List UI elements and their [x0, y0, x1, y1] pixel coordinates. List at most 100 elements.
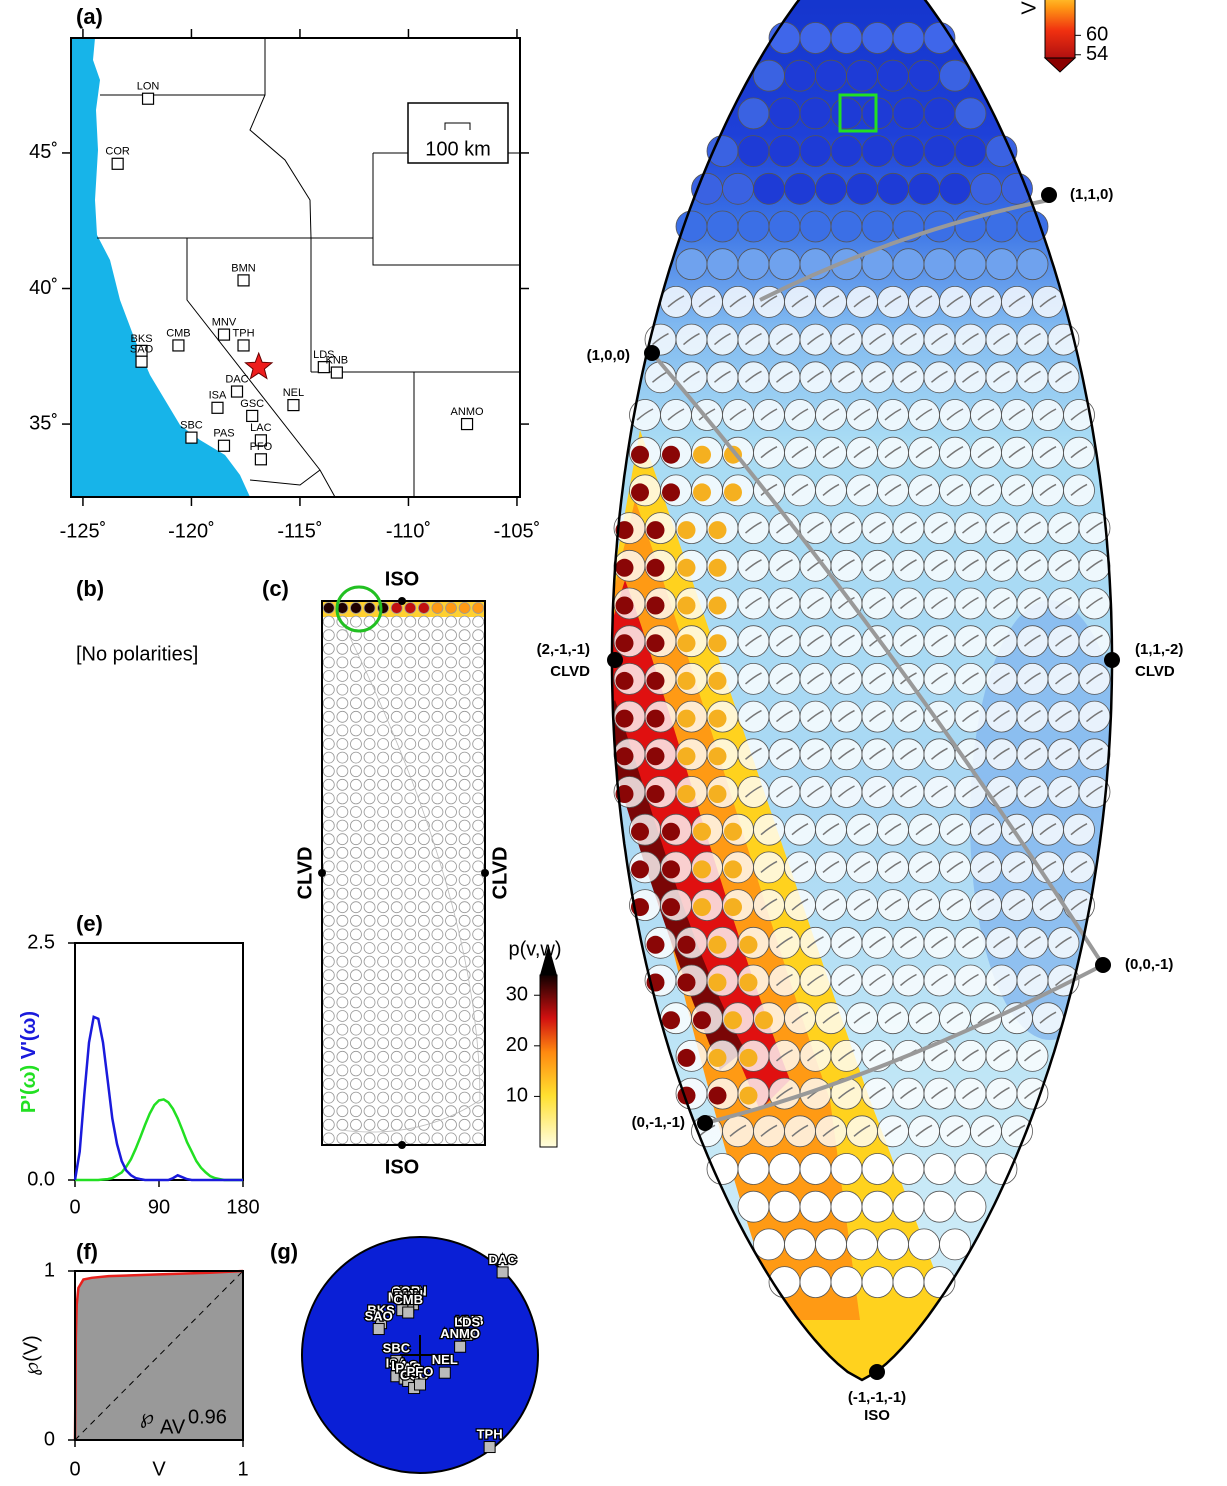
grid-circle: [363, 969, 376, 982]
beachball: [722, 399, 754, 431]
beachball-lobe: [662, 860, 680, 879]
grid-circle: [472, 602, 485, 614]
reference-point: [398, 597, 406, 605]
beachball: [1032, 474, 1064, 507]
beachball-lobe: [946, 483, 964, 496]
beachball: [877, 285, 909, 318]
beachball: [985, 210, 1018, 243]
grid-circle: [363, 656, 376, 669]
panel-label: (g): [270, 1239, 298, 1264]
beachball: [768, 549, 801, 582]
y-tick-label: 45˚: [29, 141, 58, 163]
beachball-lobe: [822, 446, 840, 459]
beachball-lobe: [693, 860, 711, 879]
beachball-lobe: [807, 672, 824, 685]
beachball-lobe: [993, 747, 1010, 760]
grid-circle: [322, 602, 335, 614]
beachball: [954, 625, 987, 658]
grid-circle: [322, 955, 335, 968]
beachball-lobe: [729, 1124, 747, 1137]
grid-circle: [458, 955, 471, 968]
beachball-lobe: [1070, 823, 1088, 836]
border: [249, 469, 321, 486]
beachball: [923, 587, 956, 620]
grid-circle: [350, 874, 362, 886]
beachball: [970, 172, 1002, 205]
beachball-lobe: [615, 709, 634, 728]
grid-circle: [350, 697, 362, 710]
beachball-lobe: [993, 596, 1010, 610]
station-label: COR: [391, 1284, 421, 1299]
beachball-lobe: [807, 785, 824, 798]
grid-circle: [417, 874, 430, 886]
grid-circle: [350, 928, 362, 941]
beachball-lobe: [822, 860, 840, 873]
beachball-lobe: [962, 370, 979, 383]
beachball: [830, 1040, 863, 1072]
grid-circle: [336, 751, 349, 764]
beachball-lobe: [946, 1124, 964, 1137]
beachball: [861, 1190, 894, 1223]
scale-box: [407, 102, 509, 164]
grid-circle: [377, 982, 390, 995]
beachball-lobe: [1055, 559, 1072, 572]
grid-circle: [445, 819, 457, 832]
beachball-lobe: [838, 1049, 855, 1062]
beachball: [985, 663, 1018, 695]
lune-point: [869, 1364, 885, 1380]
beachball-lobe: [931, 936, 948, 949]
panel-label: (f): [76, 1239, 98, 1264]
beachball-lobe: [760, 898, 778, 911]
grid-circle: [417, 602, 430, 614]
grid-circle: [390, 1023, 403, 1036]
beachball: [737, 700, 770, 733]
beachball-lobe: [615, 596, 634, 615]
grid-circle: [404, 670, 417, 682]
beachball: [1078, 549, 1111, 582]
grid-circle: [390, 656, 403, 669]
beachball: [939, 1228, 971, 1261]
beachball-lobe: [708, 634, 727, 653]
grid-circle: [350, 738, 362, 750]
grid-circle: [350, 602, 362, 614]
beachball: [861, 663, 894, 695]
grid-circle: [431, 914, 444, 927]
beachball: [877, 172, 909, 205]
grid-circle: [472, 955, 485, 968]
beachball-lobe: [615, 521, 634, 540]
grid-circle: [350, 683, 362, 696]
grid-circle: [404, 901, 417, 914]
grid-circle: [472, 1105, 485, 1118]
beachball: [815, 172, 847, 205]
grid-circle: [377, 629, 390, 642]
beachball: [954, 700, 987, 733]
grid-circle: [472, 914, 485, 927]
grid-circle: [336, 914, 349, 927]
beachball: [923, 361, 956, 394]
beachball-lobe: [708, 1048, 727, 1067]
beachball: [923, 512, 956, 544]
grid-circle: [390, 697, 403, 710]
grid-circle: [404, 615, 417, 628]
beachball-lobe: [946, 823, 964, 836]
lune-point-label: (1,0,0): [587, 347, 630, 364]
grid-circle: [350, 1132, 362, 1145]
beachball-lobe: [791, 446, 809, 459]
beachball-lobe: [1024, 634, 1041, 647]
beachball-lobe: [677, 558, 696, 577]
beachball: [1032, 436, 1064, 469]
beachball-lobe: [776, 634, 793, 647]
beachball-lobe: [791, 1124, 809, 1137]
beachball-lobe: [1024, 1049, 1041, 1062]
beachball: [737, 323, 770, 356]
beachball-lobe: [1070, 898, 1088, 911]
beachball-lobe: [807, 521, 824, 534]
beachball-lobe: [962, 634, 979, 647]
grid-circle: [336, 1023, 349, 1036]
beachball-lobe: [807, 973, 824, 987]
beachball-lobe: [838, 672, 855, 685]
grid-circle: [431, 1105, 444, 1118]
beachball-lobe: [646, 521, 665, 540]
beachball-lobe: [807, 634, 824, 647]
grid-circle: [336, 969, 349, 982]
